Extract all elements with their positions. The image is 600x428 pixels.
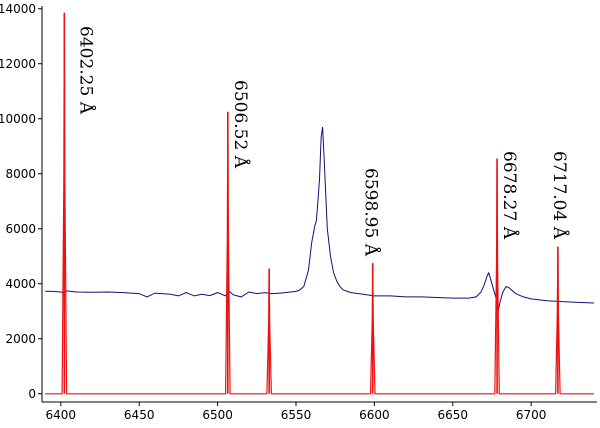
y-tick-label-8000: 8000 xyxy=(5,167,36,181)
x-tick-label-6550: 6550 xyxy=(281,408,312,422)
y-tick-label-4000: 4000 xyxy=(5,277,36,291)
y-tick-label-10000: 10000 xyxy=(0,112,36,126)
y-tick-label-0: 0 xyxy=(28,387,36,401)
axes: 6400 6450 6500 6550 6600 6650 6700 0 2000 4000 60… xyxy=(0,2,597,422)
series-reference-line xyxy=(45,12,594,395)
peak-label-6717: 6717.04 Å xyxy=(549,151,570,240)
x-tick-label-6700: 6700 xyxy=(516,408,547,422)
y-tick-label-14000: 14000 xyxy=(0,2,36,16)
y-tick-label-2000: 2000 xyxy=(5,332,36,346)
peak-label-6678: 6678.27 Å xyxy=(499,151,520,240)
plot-area xyxy=(45,12,594,395)
series-spectrum-line xyxy=(45,126,594,312)
x-tick-label-6500: 6500 xyxy=(202,408,233,422)
x-tick-label-6450: 6450 xyxy=(124,408,155,422)
x-ticks: 6400 6450 6500 6550 6600 6650 6700 xyxy=(46,402,547,422)
y-tick-label-6000: 6000 xyxy=(5,222,36,236)
peak-label-6598: 6598.95 Å xyxy=(361,168,382,257)
y-tick-label-12000: 12000 xyxy=(0,57,36,71)
x-tick-label-6600: 6600 xyxy=(359,408,390,422)
x-tick-label-6400: 6400 xyxy=(46,408,77,422)
y-ticks: 0 2000 4000 6000 8000 10000 12000 14000 xyxy=(0,2,42,401)
x-tick-label-6650: 6650 xyxy=(437,408,468,422)
peak-labels: 6402.25 Å 6506.52 Å 6598.95 Å 6678.27 Å … xyxy=(75,26,570,257)
peak-label-6402: 6402.25 Å xyxy=(75,26,96,115)
peak-label-6506: 6506.52 Å xyxy=(230,80,251,169)
